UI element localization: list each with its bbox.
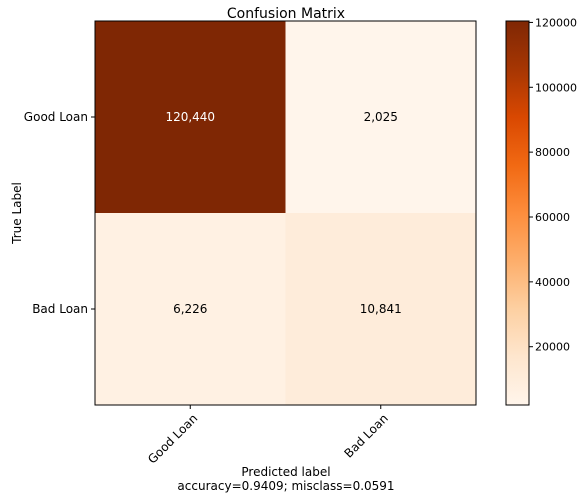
cell-value-label: 6,226 — [173, 302, 207, 316]
heatmap-cell — [95, 213, 286, 405]
colorbar-tick-label: 20000 — [535, 341, 570, 354]
cell-value-label: 10,841 — [360, 302, 402, 316]
colorbar-tick-label: 40000 — [535, 276, 570, 289]
y-axis-ticks: Good Loan Bad Loan — [24, 110, 95, 316]
x-tick-label: Good Loan — [145, 411, 200, 466]
heatmap-cell — [95, 21, 286, 213]
cell-value-label: 120,440 — [165, 110, 215, 124]
cell-value-label: 2,025 — [364, 110, 398, 124]
colorbar — [505, 20, 530, 406]
y-tick-label: Bad Loan — [32, 302, 88, 316]
colorbar-tick-label: 80000 — [535, 146, 570, 159]
colorbar-ticks: 20000 40000 60000 80000 100000 120000 — [529, 16, 577, 354]
colorbar-tick-label: 60000 — [535, 211, 570, 224]
plot-frame — [94, 20, 477, 406]
colorbar-tick-label: 120000 — [535, 16, 577, 29]
colorbar-tick-label: 100000 — [535, 81, 577, 94]
x-tick-label: Bad Loan — [342, 411, 391, 460]
x-axis-sublabel: accuracy=0.9409; misclass=0.0591 — [177, 479, 394, 493]
heatmap-cell — [285, 213, 476, 405]
heatmap-cells: 120,440 2,025 6,226 10,841 — [95, 21, 476, 405]
chart-title: Confusion Matrix — [227, 6, 345, 22]
y-tick-label: Good Loan — [24, 110, 88, 124]
heatmap-cell — [285, 21, 476, 213]
y-axis-label: True Label — [10, 182, 24, 245]
x-axis-label: Predicted label — [241, 465, 330, 479]
x-axis-ticks: Good Loan Bad Loan — [145, 405, 391, 467]
